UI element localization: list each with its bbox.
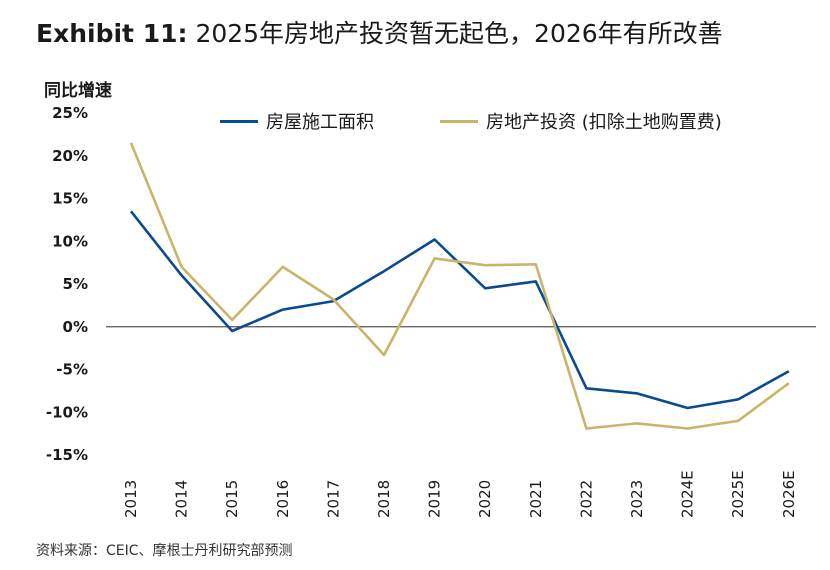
title-text: 2025年房地产投资暂无起色，2026年有所改善 [195,19,723,48]
legend-item-1: 房地产投资 (扣除土地购置费) [440,108,722,134]
legend-label-1: 房地产投资 (扣除土地购置费) [486,112,722,133]
x-tick-label: 2021 [527,480,545,518]
x-tick-label: 2020 [476,480,494,518]
y-tick-label: 5% [63,275,88,293]
legend-swatch-0 [220,119,258,123]
x-tick-label: 2024E [679,470,697,518]
legend-label-0: 房屋施工面积 [266,112,374,133]
x-tick-label: 2017 [324,480,342,518]
y-tick-label: 15% [52,190,88,208]
y-axis-label: 同比增速 [44,81,112,101]
x-tick-label: 2022 [577,480,595,518]
y-tick-label: 0% [63,318,88,336]
series-line-1 [129,142,790,430]
y-tick-label: -5% [56,361,88,379]
x-tick-label: 2018 [375,480,393,518]
legend-item-0: 房屋施工面积 [220,108,374,134]
x-tick-label: 2019 [426,480,444,518]
source-note: 资料来源：CEIC、摩根士丹利研究部预测 [36,543,293,559]
y-tick-label: 20% [52,147,88,165]
y-tick-label: -15% [46,446,88,464]
x-tick-label: 2025E [729,470,747,518]
x-tick-label: 2026E [780,470,798,518]
x-tick-label: 2023 [628,480,646,518]
x-tick-label: 2013 [122,480,140,518]
y-tick-label: 25% [52,104,88,122]
exhibit-label: Exhibit 11: [36,19,188,48]
x-tick-label: 2016 [274,480,292,518]
chart-title: Exhibit 11: 2025年房地产投资暂无起色，2026年有所改善 [36,14,723,50]
y-tick-label: -10% [46,403,88,421]
y-tick-label: 10% [52,232,88,250]
series-line-0 [129,210,790,410]
x-tick-label: 2015 [223,480,241,518]
x-tick-label: 2014 [173,480,191,518]
legend-swatch-1 [440,119,478,123]
